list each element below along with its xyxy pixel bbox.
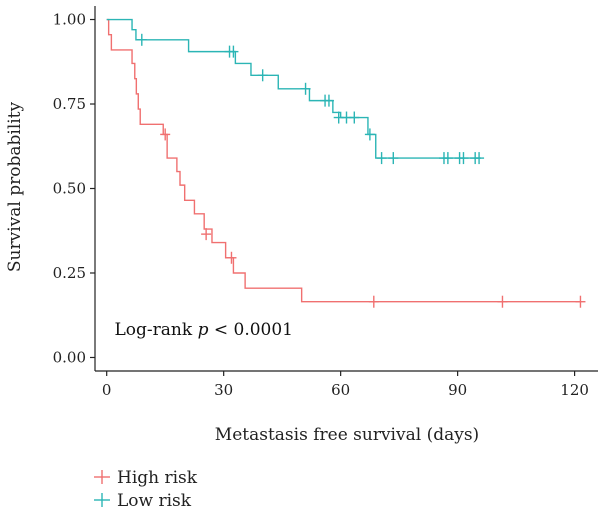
censor-mark-low-risk: [376, 152, 387, 165]
y-axis-title: Survival probability: [5, 101, 25, 272]
series-line-high-risk: [106, 18, 581, 303]
y-tick-label: 0.50: [53, 180, 86, 198]
y-tick-label: 0.00: [53, 348, 86, 366]
censor-mark-high-risk: [368, 295, 379, 308]
annotation-suffix: < 0.0001: [208, 320, 293, 340]
censor-mark-low-risk: [388, 152, 399, 165]
censor-mark-high-risk: [226, 251, 237, 264]
censor-mark-high-risk: [575, 295, 586, 308]
censor-mark-low-risk: [442, 152, 453, 165]
censor-mark-low-risk: [136, 33, 147, 46]
x-tick-label: 120: [560, 381, 589, 399]
censor-mark-high-risk: [160, 128, 171, 141]
x-tick-label: 30: [214, 381, 233, 399]
x-tick-label: 90: [448, 381, 467, 399]
censor-mark-low-risk: [323, 94, 334, 107]
censor-mark-low-risk: [349, 111, 360, 124]
censor-mark-low-risk: [257, 69, 268, 82]
censor-mark-high-risk: [201, 228, 212, 241]
censor-mark-low-risk: [300, 82, 311, 95]
plot-area: [106, 18, 586, 308]
axes: [94, 6, 598, 372]
legend-high-risk-label: High risk: [117, 468, 198, 488]
series-line-low-risk: [106, 18, 482, 159]
x-axis-title: Metastasis free survival (days): [215, 425, 479, 445]
legend: High risk Low risk: [94, 468, 198, 511]
censor-mark-high-risk: [497, 295, 508, 308]
y-tick-label: 0.25: [53, 264, 86, 282]
censor-mark-low-risk: [474, 152, 485, 165]
legend-item-low-risk: Low risk: [94, 491, 192, 511]
censor-mark-low-risk: [458, 152, 469, 165]
x-tick-label: 0: [102, 381, 112, 399]
annotation-p-symbol: p: [198, 320, 209, 340]
legend-item-high-risk: High risk: [94, 468, 198, 488]
annotation-prefix: Log-rank: [114, 320, 197, 340]
censor-mark-low-risk: [364, 128, 375, 141]
y-tick-label: 0.75: [53, 95, 86, 113]
censor-mark-low-risk: [228, 45, 239, 58]
log-rank-annotation: Log-rank p < 0.0001: [114, 320, 293, 340]
x-tick-label: 60: [331, 381, 350, 399]
ticks: 0 30 60 90 120 0.00 0.25 0.50 0.75 1.00: [53, 11, 589, 399]
legend-low-risk-label: Low risk: [117, 491, 192, 511]
y-tick-label: 1.00: [53, 11, 86, 29]
